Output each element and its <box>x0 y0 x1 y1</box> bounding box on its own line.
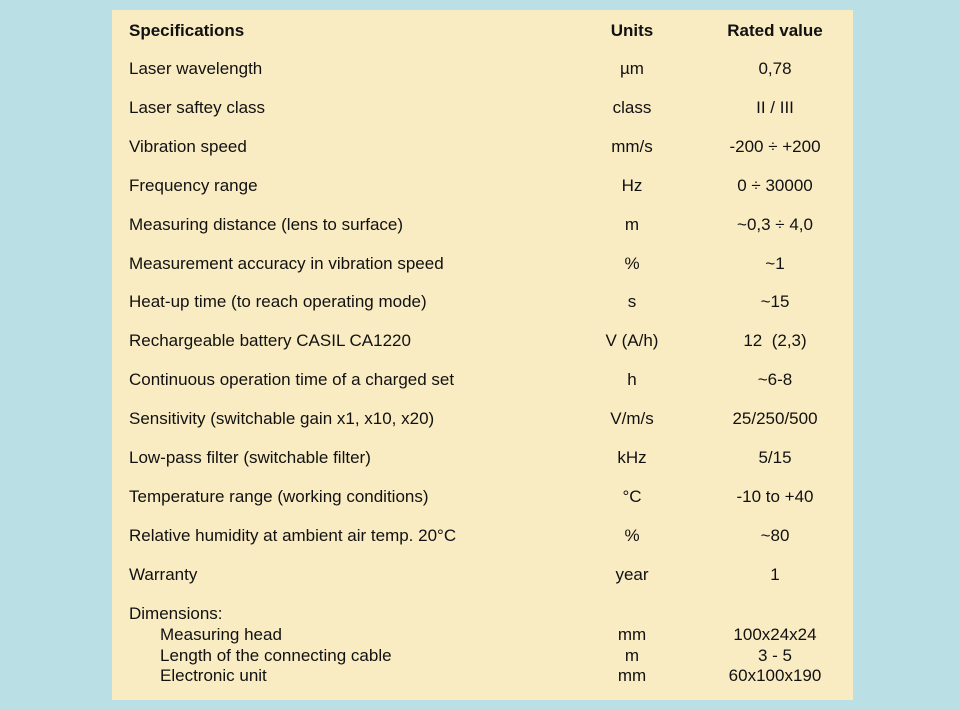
dimensions-label: Dimensions: <box>129 604 223 623</box>
spec-value: ~15 <box>760 292 790 312</box>
spec-value: 0,78 <box>758 59 792 78</box>
spec-value: 5/15 <box>758 448 792 467</box>
spec-unit: °C <box>622 486 642 506</box>
dimension-name: Electronic unit <box>160 666 267 685</box>
spec-unit: year <box>615 564 649 584</box>
spec-name: Vibration speed <box>129 136 247 156</box>
spec-name: Measurement accuracy in vibration speed <box>129 253 444 273</box>
spec-unit: s <box>627 292 637 312</box>
spec-value: -200 ÷ +200 <box>729 136 821 156</box>
spec-value: 0 ÷ 30000 <box>737 175 813 195</box>
spec-unit: kHz <box>617 448 647 467</box>
spec-name: Measuring distance (lens to surface) <box>129 214 404 234</box>
spec-name: Sensitivity (switchable gain x1, x10, x2… <box>129 409 435 429</box>
spec-unit: m <box>624 214 640 234</box>
spec-name: Laser saftey class <box>129 97 266 117</box>
spec-unit: h <box>627 370 637 390</box>
spec-value: ~1 <box>765 253 785 273</box>
spec-unit: class <box>612 97 652 117</box>
header-value: Rated value <box>727 21 823 40</box>
spec-value: -10 to +40 <box>736 486 814 506</box>
dimension-value: 3 - 5 <box>757 645 793 665</box>
spec-name: Laser wavelength <box>129 59 263 78</box>
spec-name: Frequency range <box>129 175 258 195</box>
dimension-name: Measuring head <box>160 625 282 644</box>
dimension-name: Length of the connecting cable <box>160 645 392 665</box>
dimension-value: 100x24x24 <box>733 625 817 644</box>
dimension-unit: m <box>624 645 640 665</box>
spec-name: Heat-up time (to reach operating mode) <box>129 292 427 312</box>
spec-value: ~0,3 ÷ 4,0 <box>737 214 813 234</box>
spec-value: 1 <box>770 564 780 584</box>
spec-panel: Specifications Units Rated value Laser wave… <box>112 10 853 700</box>
spec-unit: Hz <box>621 175 643 195</box>
dimension-unit: mm <box>617 666 647 685</box>
spec-name: Temperature range (working conditions) <box>129 486 429 506</box>
spec-name: Relative humidity at ambient air temp. 2… <box>129 525 457 545</box>
dimension-value: 60x100x190 <box>728 666 822 685</box>
spec-name: Warranty <box>129 564 198 584</box>
header-units: Units <box>610 21 654 40</box>
spec-unit: V (A/h) <box>605 331 659 351</box>
spec-unit: V/m/s <box>610 409 654 429</box>
spec-unit: % <box>624 525 640 545</box>
spec-name: Rechargeable battery CASIL CA1220 <box>129 331 411 351</box>
spec-value: 12 (2,3) <box>743 331 807 351</box>
spec-name: Continuous operation time of a charged s… <box>129 370 455 390</box>
dimension-unit: mm <box>617 625 647 644</box>
spec-value: II / III <box>756 97 794 117</box>
spec-value: 25/250/500 <box>732 409 818 429</box>
spec-unit: µm <box>620 59 644 78</box>
spec-value: ~6-8 <box>757 370 793 390</box>
spec-unit: mm/s <box>611 136 653 156</box>
spec-value: ~80 <box>760 525 790 545</box>
spec-unit: % <box>624 253 640 273</box>
spec-name: Low-pass filter (switchable filter) <box>129 448 371 467</box>
header-spec: Specifications <box>129 21 245 40</box>
